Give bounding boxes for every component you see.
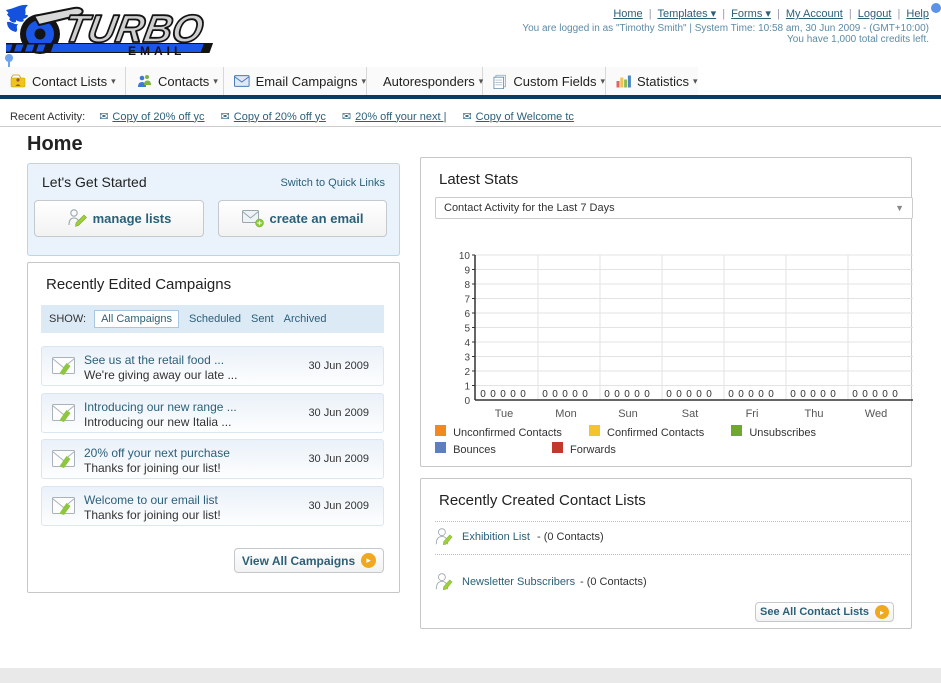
svg-text:0: 0 [790,389,796,400]
svg-text:0: 0 [582,389,588,400]
svg-text:0: 0 [666,389,672,400]
svg-text:0: 0 [768,389,774,400]
svg-text:0: 0 [892,389,898,400]
svg-text:0: 0 [562,389,568,400]
svg-text:0: 0 [862,389,868,400]
svg-text:0: 0 [500,389,506,400]
svg-text:Sat: Sat [682,408,699,420]
svg-text:EMAIL: EMAIL [128,44,185,58]
svg-text:0: 0 [604,389,610,400]
svg-text:7: 7 [464,295,470,306]
svg-text:9: 9 [464,266,470,277]
svg-text:0: 0 [676,389,682,400]
svg-text:0: 0 [480,389,486,400]
svg-text:0: 0 [510,389,516,400]
svg-text:3: 3 [464,353,470,364]
svg-text:0: 0 [464,396,470,407]
svg-text:Thu: Thu [805,408,824,420]
svg-text:Tue: Tue [495,408,514,420]
svg-text:0: 0 [852,389,858,400]
svg-text:0: 0 [738,389,744,400]
svg-text:6: 6 [464,309,470,320]
svg-text:4: 4 [464,338,470,349]
svg-text:8: 8 [464,280,470,291]
svg-text:0: 0 [614,389,620,400]
svg-text:0: 0 [800,389,806,400]
svg-text:0: 0 [758,389,764,400]
svg-text:Fri: Fri [746,408,759,420]
svg-text:0: 0 [490,389,496,400]
svg-text:0: 0 [706,389,712,400]
svg-text:0: 0 [552,389,558,400]
svg-text:0: 0 [634,389,640,400]
svg-text:0: 0 [728,389,734,400]
svg-text:0: 0 [686,389,692,400]
svg-text:0: 0 [830,389,836,400]
svg-text:0: 0 [872,389,878,400]
svg-text:0: 0 [748,389,754,400]
svg-text:0: 0 [520,389,526,400]
svg-text:10: 10 [459,251,471,262]
svg-text:5: 5 [464,324,470,335]
svg-text:2: 2 [464,367,470,378]
svg-text:0: 0 [644,389,650,400]
svg-text:1: 1 [464,382,470,393]
svg-text:0: 0 [882,389,888,400]
svg-text:0: 0 [810,389,816,400]
svg-text:0: 0 [572,389,578,400]
svg-text:Wed: Wed [865,408,887,420]
svg-text:0: 0 [542,389,548,400]
svg-text:0: 0 [696,389,702,400]
svg-text:Mon: Mon [555,408,576,420]
svg-text:0: 0 [624,389,630,400]
svg-text:0: 0 [820,389,826,400]
svg-text:Sun: Sun [618,408,638,420]
